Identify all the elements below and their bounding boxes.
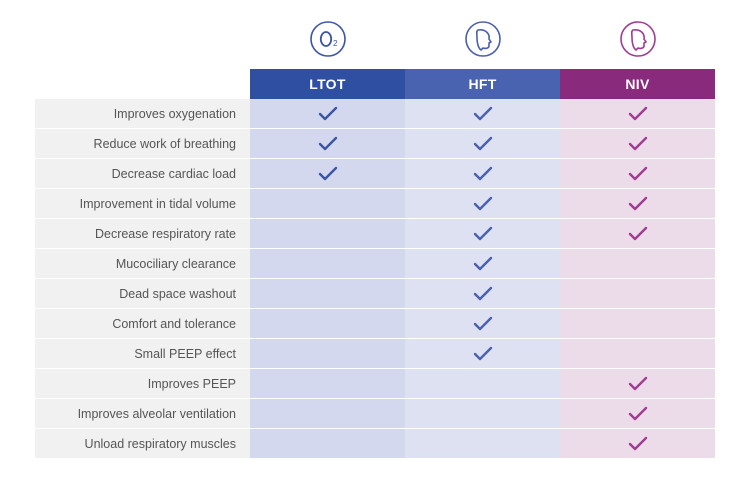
spacer [35,69,250,99]
check-icon [472,286,494,300]
cell-hft [405,399,560,429]
table-row: Mucociliary clearance [35,249,715,279]
check-icon [627,376,649,390]
check-icon [317,106,339,120]
check-icon [627,136,649,150]
check-icon [472,316,494,330]
row-label: Improves PEEP [35,369,250,399]
cell-niv [560,219,715,249]
cell-niv [560,99,715,129]
row-label: Reduce work of breathing [35,129,250,159]
cell-niv [560,189,715,219]
o2-icon: 2 [309,20,347,58]
check-icon [472,196,494,210]
cell-hft [405,159,560,189]
table-row: Dead space washout [35,279,715,309]
cell-ltot [250,399,405,429]
check-icon [317,166,339,180]
cell-niv [560,309,715,339]
cell-niv [560,249,715,279]
row-label: Improves alveolar ventilation [35,399,250,429]
table-row: Improvement in tidal volume [35,189,715,219]
cell-ltot [250,309,405,339]
table-row: Improves oxygenation [35,99,715,129]
cell-niv [560,399,715,429]
cell-ltot [250,429,405,459]
check-icon [627,106,649,120]
check-icon [627,406,649,420]
row-label: Unload respiratory muscles [35,429,250,459]
check-icon [472,166,494,180]
cell-ltot [250,159,405,189]
table-row: Unload respiratory muscles [35,429,715,459]
row-label: Mucociliary clearance [35,249,250,279]
table-row: Decrease cardiac load [35,159,715,189]
column-header-hft: HFT [405,69,560,99]
face1-icon [464,20,502,58]
row-label: Improvement in tidal volume [35,189,250,219]
table-row: Improves PEEP [35,369,715,399]
cell-ltot [250,369,405,399]
check-icon [472,256,494,270]
cell-niv [560,159,715,189]
cell-hft [405,339,560,369]
cell-hft [405,429,560,459]
check-icon [627,166,649,180]
cell-hft [405,249,560,279]
table-row: Decrease respiratory rate [35,219,715,249]
cell-niv [560,369,715,399]
cell-ltot [250,339,405,369]
cell-niv [560,429,715,459]
cell-niv [560,339,715,369]
cell-hft [405,189,560,219]
check-icon [627,436,649,450]
row-label: Decrease cardiac load [35,159,250,189]
cell-ltot [250,279,405,309]
row-label: Decrease respiratory rate [35,219,250,249]
cell-hft [405,219,560,249]
check-icon [472,226,494,240]
comparison-table: 2 LTOTHFTNIV Improves oxygenation Reduce… [35,20,715,459]
cell-hft [405,129,560,159]
check-icon [627,196,649,210]
cell-niv [560,279,715,309]
row-label: Comfort and tolerance [35,309,250,339]
cell-hft [405,369,560,399]
column-icon-ltot: 2 [250,20,405,69]
cell-ltot [250,129,405,159]
row-label: Small PEEP effect [35,339,250,369]
face2-icon [619,20,657,58]
svg-text:2: 2 [333,39,338,48]
column-icon-hft [405,20,560,69]
header-row: LTOTHFTNIV [35,69,715,99]
row-label: Improves oxygenation [35,99,250,129]
table-row: Reduce work of breathing [35,129,715,159]
check-icon [627,226,649,240]
icon-row: 2 [35,20,715,69]
table-row: Small PEEP effect [35,339,715,369]
check-icon [472,136,494,150]
check-icon [472,106,494,120]
spacer [35,20,250,69]
cell-hft [405,279,560,309]
table-row: Comfort and tolerance [35,309,715,339]
column-header-niv: NIV [560,69,715,99]
cell-hft [405,99,560,129]
row-label: Dead space washout [35,279,250,309]
cell-ltot [250,249,405,279]
check-icon [472,346,494,360]
table-row: Improves alveolar ventilation [35,399,715,429]
cell-ltot [250,99,405,129]
column-icon-niv [560,20,715,69]
cell-ltot [250,189,405,219]
column-header-ltot: LTOT [250,69,405,99]
check-icon [317,136,339,150]
cell-ltot [250,219,405,249]
cell-hft [405,309,560,339]
cell-niv [560,129,715,159]
